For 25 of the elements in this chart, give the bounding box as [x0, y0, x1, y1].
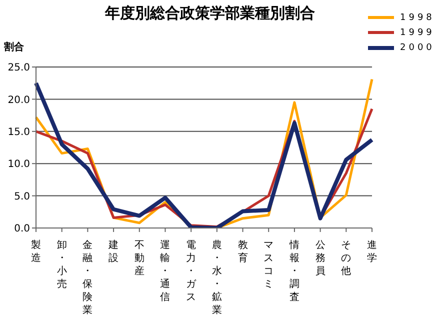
x-tick-label: 卸・小売: [56, 239, 67, 290]
legend-label: 2000: [400, 42, 435, 52]
x-tick-label: 教育: [238, 240, 248, 264]
legend-label: 1998: [400, 12, 435, 22]
x-tick-label: 進学: [367, 239, 377, 264]
chart-title: 年度別総合政策学部業種別割合: [105, 4, 315, 22]
x-tick-label: 農・水・鉱業: [212, 239, 222, 316]
x-tick-label: 運輸・通信: [160, 239, 170, 303]
legend-label: 1999: [400, 28, 435, 38]
x-tick-label: 公務員: [315, 239, 326, 277]
x-tick-label: 製造: [31, 239, 41, 264]
x-tick-label: マスコミ: [264, 240, 274, 290]
x-tick-label: 建設: [108, 239, 119, 264]
x-tick-label: 金融・保険業: [82, 239, 93, 316]
y-tick-label: 5.0: [14, 191, 30, 202]
y-tick-label: 10.0: [8, 159, 30, 170]
x-tick-label: その他: [341, 240, 352, 277]
y-axis-title: 割合: [4, 40, 24, 54]
x-tick-label: 電力・ガス: [186, 240, 198, 303]
y-tick-label: 20.0: [8, 94, 30, 106]
y-tick-label: 15.0: [8, 126, 30, 138]
x-tick-label: 情報・調査: [288, 239, 300, 303]
y-tick-label: 25.0: [8, 62, 30, 74]
x-tick-label: 不動産: [134, 240, 144, 277]
y-tick-label: 0.0: [14, 224, 30, 235]
